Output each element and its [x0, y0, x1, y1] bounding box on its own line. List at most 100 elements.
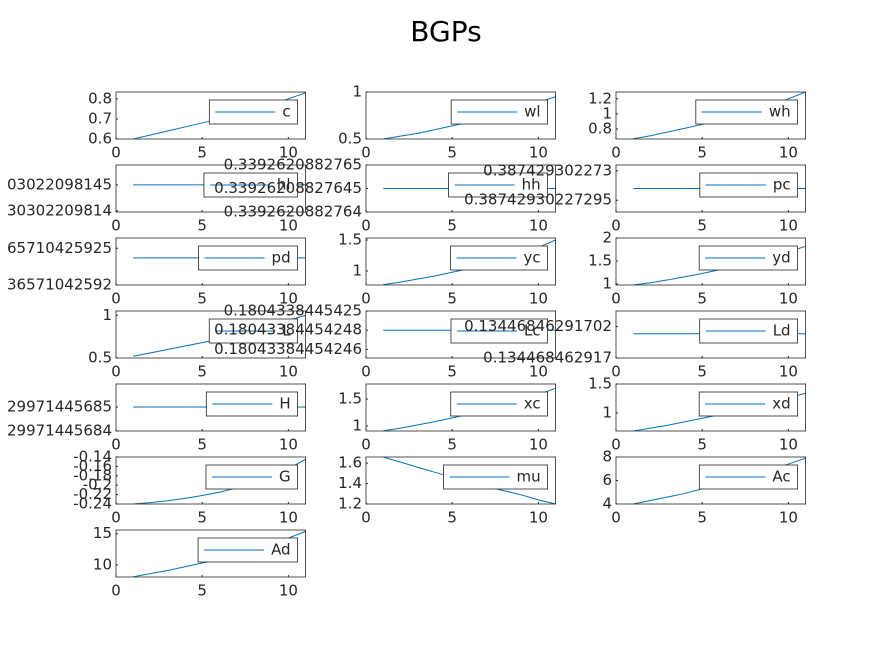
y-tick-label: 30302209814	[7, 201, 112, 219]
legend-label: G	[279, 468, 291, 486]
y-tick-label: 0.3392620882764	[224, 203, 362, 221]
y-tick-label: -0.18	[73, 466, 112, 484]
x-tick-label: 10	[279, 509, 298, 527]
axes-box	[115, 456, 307, 505]
x-tick-label: 0	[111, 582, 121, 600]
y-tick-label: 0.387429302273	[483, 161, 612, 179]
axes-box	[365, 383, 557, 432]
x-tick-label: 10	[779, 290, 798, 308]
x-tick-label: 5	[697, 217, 707, 235]
x-tick-label: 5	[197, 217, 207, 235]
y-tick-label: 1.5	[588, 375, 612, 393]
y-tick-label: 29971445685	[7, 398, 112, 416]
x-tick-label: 10	[529, 144, 548, 162]
y-tick-label: 0.3392620882765	[224, 156, 362, 174]
x-tick-label: 0	[361, 290, 371, 308]
x-tick-label: 10	[279, 217, 298, 235]
axes-box	[115, 91, 307, 140]
x-tick-label: 10	[779, 363, 798, 381]
y-tick-label: 1	[352, 261, 362, 279]
y-tick-label: -0.24	[73, 495, 112, 513]
x-tick-label: 0	[361, 509, 371, 527]
y-tick-label: -0.14	[73, 448, 112, 466]
x-tick-label: 5	[197, 509, 207, 527]
legend-label: hl	[277, 176, 291, 194]
y-tick-label: 0.38742930227295	[464, 191, 612, 209]
x-tick-label: 10	[279, 436, 298, 454]
x-tick-label: 5	[447, 363, 457, 381]
y-tick-label: 0.134468462917	[483, 349, 612, 367]
legend-label: xc	[524, 395, 541, 413]
x-tick-label: 5	[447, 436, 457, 454]
x-tick-label: 0	[611, 363, 621, 381]
x-tick-label: 10	[529, 290, 548, 308]
legend-label: pd	[272, 249, 291, 267]
y-tick-label: 0.8	[588, 119, 612, 137]
y-tick-label: 36571042592	[7, 276, 112, 294]
y-tick-label: 1	[352, 83, 362, 101]
figure-title: BGPs	[410, 15, 481, 48]
x-tick-label: 10	[279, 144, 298, 162]
y-tick-label: 1.2	[338, 495, 362, 513]
x-tick-label: 0	[611, 290, 621, 308]
y-tick-label: -0.22	[73, 485, 112, 503]
axes-box	[115, 529, 307, 578]
y-tick-label: 15	[93, 524, 112, 542]
x-tick-label: 5	[697, 290, 707, 308]
x-tick-label: 5	[197, 144, 207, 162]
y-tick-label: 0.33926208827645	[214, 179, 362, 197]
y-tick-label: 1.4	[338, 474, 362, 492]
legend-label: c	[282, 103, 290, 121]
legend-label: Ac	[772, 468, 790, 486]
x-tick-label: 10	[779, 217, 798, 235]
y-tick-label: 1.6	[338, 454, 362, 472]
x-tick-label: 0	[111, 290, 121, 308]
x-tick-label: 10	[779, 436, 798, 454]
x-tick-label: 0	[611, 217, 621, 235]
axes-box	[615, 383, 807, 432]
x-tick-label: 0	[111, 436, 121, 454]
y-tick-label: 0.18043384454246	[214, 340, 362, 358]
x-tick-label: 5	[697, 436, 707, 454]
x-tick-label: 0	[111, 363, 121, 381]
y-tick-label: 0.6	[88, 130, 112, 148]
y-tick-label: 0.1804338445425	[224, 302, 362, 320]
x-tick-label: 10	[279, 290, 298, 308]
axes-box	[115, 237, 307, 286]
x-tick-label: 0	[361, 436, 371, 454]
legend-label: mu	[516, 468, 540, 486]
x-tick-label: 0	[361, 363, 371, 381]
y-tick-label: 4	[602, 495, 612, 513]
y-tick-label: 0.7	[88, 109, 112, 127]
y-tick-label: 1.5	[338, 230, 362, 248]
y-tick-label: 1.5	[338, 390, 362, 408]
y-tick-label: 6	[602, 471, 612, 489]
y-tick-label: 1	[352, 416, 362, 434]
y-tick-label: 2	[602, 229, 612, 247]
x-tick-label: 5	[697, 144, 707, 162]
axes-box	[365, 237, 557, 286]
x-tick-label: 10	[279, 363, 298, 381]
x-tick-label: 0	[111, 144, 121, 162]
x-tick-label: 5	[697, 509, 707, 527]
y-tick-label: 65710425925	[7, 239, 112, 257]
x-tick-label: 5	[447, 217, 457, 235]
legend-label: wl	[524, 103, 540, 121]
y-tick-label: 10	[93, 555, 112, 573]
x-tick-label: 5	[197, 363, 207, 381]
axes-box	[115, 310, 307, 359]
axes-box	[115, 164, 307, 213]
legend-label: yc	[523, 249, 540, 267]
y-tick-label: 0.13446846291702	[464, 317, 612, 335]
y-tick-label: 8	[602, 448, 612, 466]
y-tick-label: 1	[602, 404, 612, 422]
x-tick-label: 0	[611, 509, 621, 527]
x-tick-label: 5	[197, 436, 207, 454]
x-tick-label: 0	[361, 217, 371, 235]
x-tick-label: 10	[529, 363, 548, 381]
legend-label: yd	[772, 249, 790, 267]
y-tick-label: 03022098145	[7, 175, 112, 193]
axes-box	[365, 456, 557, 505]
y-tick-label: 0.8	[88, 89, 112, 107]
